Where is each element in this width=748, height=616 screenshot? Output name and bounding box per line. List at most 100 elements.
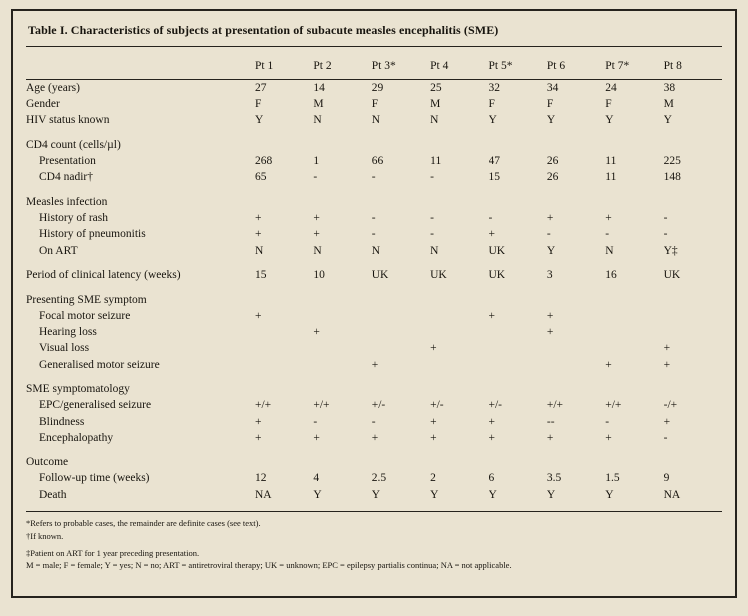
table-cell: UK [371, 269, 389, 282]
table-cell: N [313, 114, 322, 127]
table-cell: +/+ [546, 399, 564, 412]
table-cell: +/- [371, 399, 386, 412]
data-table: Pt 1 Pt 2 Pt 3* Pt 4 Pt 5* Pt 6 Pt 7* Pt 8 Age … [26, 47, 722, 503]
table-cell: -- [546, 415, 555, 428]
table-cell [255, 340, 313, 356]
table-cell [255, 129, 313, 154]
table-cell: 29 [371, 82, 384, 95]
footnote: ‡Patient on ART for 1 year preceding pre… [26, 548, 200, 559]
column-header: Pt 2 [313, 47, 372, 80]
table-cell: 66 [371, 155, 384, 168]
table-cell: 11 [430, 155, 442, 168]
table-cell: M [430, 98, 441, 111]
footnotes: *Refers to probable cases, the remainder… [26, 512, 722, 572]
row-label: History of pneumonitis [39, 228, 146, 241]
table-cell: UK [663, 269, 681, 282]
table-cell: + [255, 431, 262, 444]
table-cell: -/+ [663, 399, 678, 412]
table-row: Focal motor seizure + + + [26, 308, 722, 324]
table-cell [255, 446, 313, 471]
table-cell: + [488, 415, 496, 428]
table-cell: 2 [430, 472, 436, 485]
table-cell [430, 356, 488, 372]
table-cell [605, 129, 663, 154]
table-cell [605, 308, 663, 324]
table-cell [313, 356, 371, 372]
table-cell: N [313, 244, 322, 257]
table-cell: + [313, 212, 320, 225]
table-cell [547, 373, 605, 398]
table-cell: F [605, 98, 612, 111]
table-cell [664, 373, 722, 398]
table-cell: + [430, 415, 437, 428]
table-cell [489, 446, 547, 471]
row-label: EPC/generalised seizure [39, 399, 152, 412]
table-cell [664, 308, 722, 324]
table-cell: + [255, 309, 262, 322]
section-row: CD4 count (cells/µl) [26, 129, 722, 154]
table-cell: 15 [255, 269, 267, 282]
table-cell: - [371, 415, 376, 428]
table-cell: + [663, 358, 671, 371]
table-cell: - [313, 171, 318, 184]
table-cell: - [371, 212, 376, 225]
table-cell: + [546, 326, 554, 339]
row-label: Measles infection [26, 196, 108, 209]
table-cell: N [371, 114, 381, 127]
column-header: Pt 4 [430, 47, 489, 80]
table-cell [489, 283, 547, 308]
table-cell: Y [488, 488, 497, 501]
table-cell: - [430, 228, 434, 241]
footnote-divider [26, 510, 722, 512]
table-cell: - [313, 415, 318, 428]
table-cell: + [255, 415, 262, 428]
table-cell: + [546, 431, 554, 444]
table-row: Follow-up time (weeks) 12 4 2.5 2 6 3.5 1.5 9 [26, 470, 722, 486]
table-cell: Y [605, 114, 614, 127]
table-cell [605, 283, 663, 308]
table-cell: - [663, 431, 668, 444]
table-cell: + [371, 358, 379, 371]
table-cell: + [430, 431, 437, 444]
table-row: Period of clinical latency (weeks) 15 10 UK… [26, 259, 722, 284]
table-cell: 24 [605, 82, 617, 95]
table-cell: N [255, 244, 264, 257]
table-cell: F [255, 98, 262, 111]
table-cell: 14 [313, 82, 325, 95]
row-label: Generalised motor seizure [39, 358, 160, 371]
row-label: Encephalopathy [39, 431, 114, 444]
table-cell [430, 373, 488, 398]
table-cell [372, 308, 430, 324]
table-cell [255, 356, 313, 372]
row-label-header [26, 47, 255, 80]
table-title: Table I. Characteristics of subjects at … [26, 15, 722, 47]
section-row: Presenting SME symptom [26, 283, 722, 308]
table-row: Age (years) 27 14 29 25 32 34 24 38 [26, 80, 722, 97]
table-cell: + [546, 212, 554, 225]
table-cell: NA [255, 488, 272, 501]
table-cell: - [663, 228, 668, 241]
table-row: Visual loss + + [26, 340, 722, 356]
table-cell [664, 283, 722, 308]
table-cell: Y [255, 114, 264, 127]
table-cell [372, 283, 430, 308]
table-row: Death NA Y Y Y Y Y Y NA [26, 487, 722, 503]
section-row: Measles infection [26, 186, 722, 211]
table-cell: + [430, 342, 437, 355]
table-cell: UK [430, 269, 447, 282]
table-cell: - [371, 171, 376, 184]
row-label: Focal motor seizure [39, 309, 131, 322]
table-cell: +/+ [255, 399, 272, 412]
table-cell: + [313, 326, 320, 339]
table-cell: 11 [605, 171, 617, 184]
table-cell: - [371, 228, 376, 241]
table-cell: + [255, 212, 262, 225]
table-cell [430, 324, 488, 340]
table-cell [605, 186, 663, 211]
table-cell: + [488, 431, 496, 444]
table-cell: Y [313, 488, 322, 501]
table-row: Presentation 268 1 66 11 47 26 11 225 [26, 153, 722, 169]
row-label: Age (years) [26, 82, 80, 95]
table-cell [605, 373, 663, 398]
section-row: Outcome [26, 446, 722, 471]
